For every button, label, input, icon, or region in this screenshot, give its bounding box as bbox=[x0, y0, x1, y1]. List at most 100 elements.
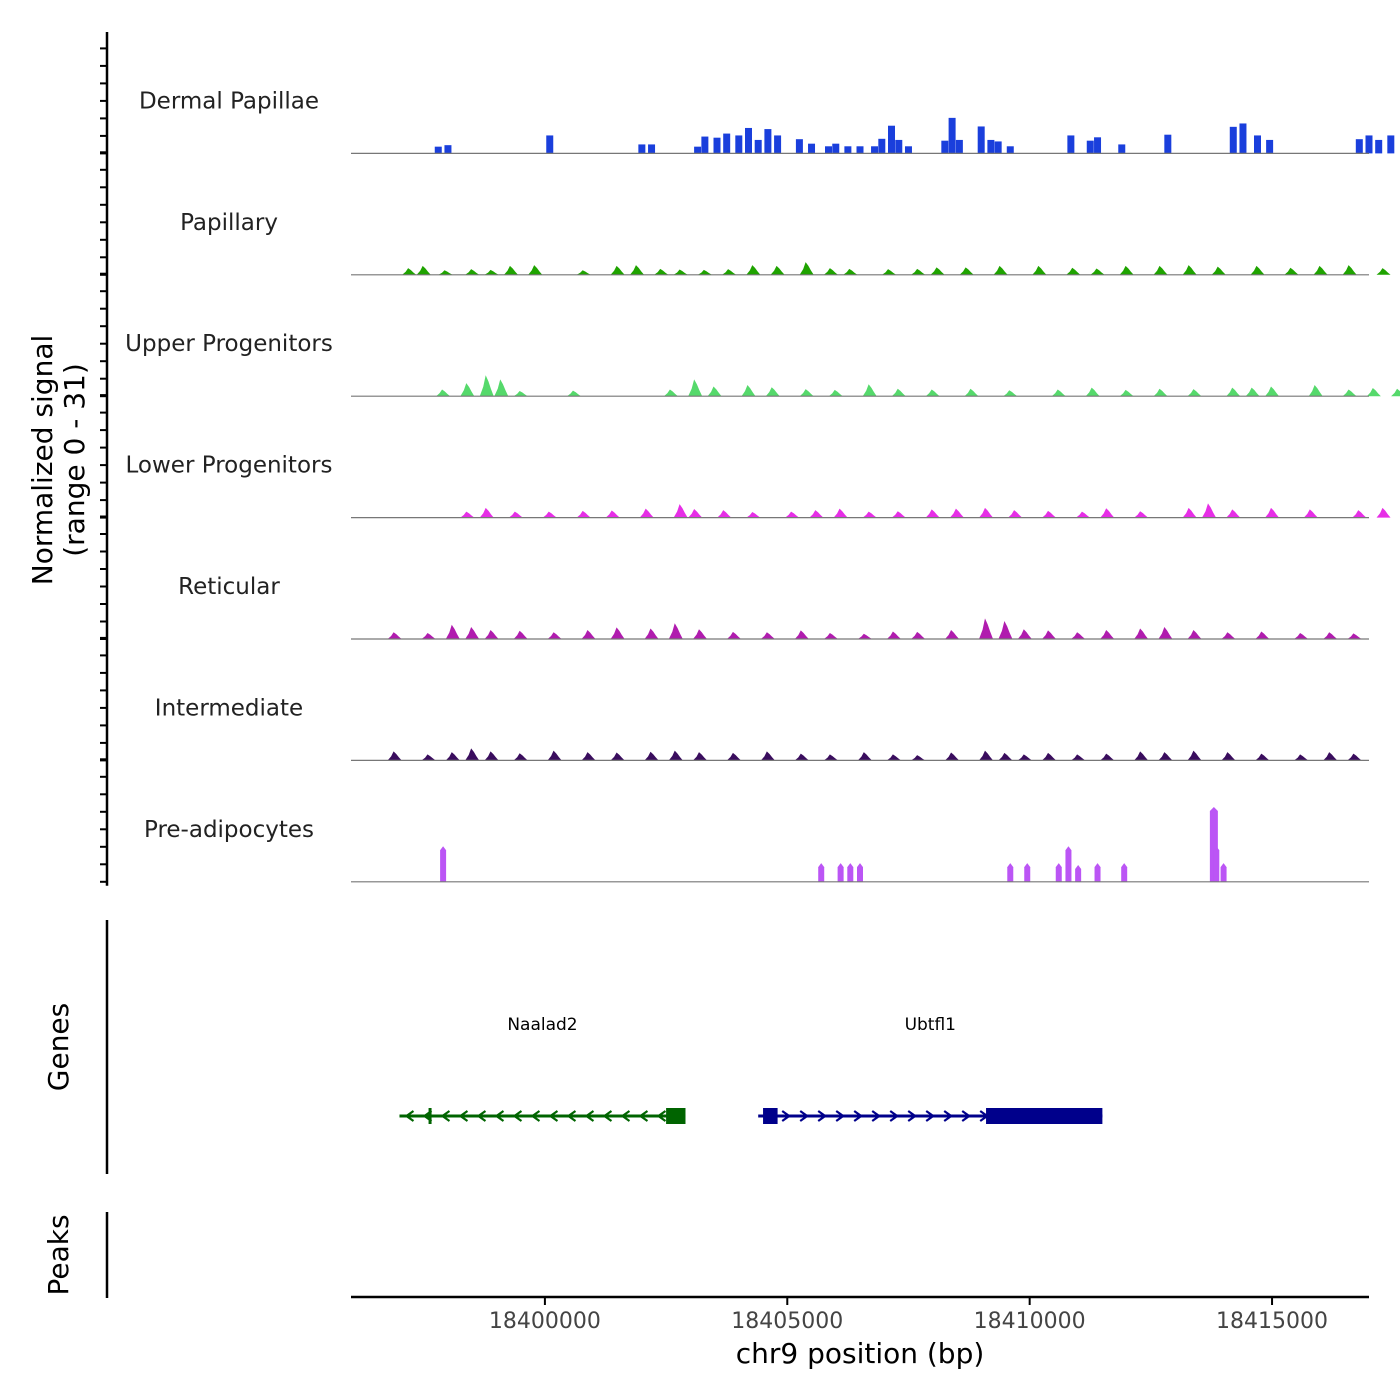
signal-peak bbox=[723, 133, 731, 154]
signal-peak bbox=[794, 753, 809, 761]
signal-peak bbox=[799, 389, 814, 397]
gene-model: Ubtfl1 bbox=[758, 1015, 1103, 1124]
signal-peak bbox=[701, 136, 709, 154]
signal-peak bbox=[693, 629, 708, 639]
signal-peak bbox=[987, 139, 995, 154]
signal-peak bbox=[513, 630, 528, 639]
signal-peak bbox=[857, 752, 872, 761]
signal-peak bbox=[1007, 863, 1014, 882]
strand-arrow bbox=[512, 1110, 523, 1122]
signal-peak bbox=[717, 510, 732, 518]
signal-peak bbox=[1323, 752, 1338, 761]
signal-peak bbox=[945, 630, 960, 639]
signal-peak bbox=[1352, 510, 1367, 518]
signal-peak bbox=[1265, 386, 1280, 397]
signal-peak bbox=[444, 145, 452, 154]
signal-peak bbox=[878, 138, 886, 154]
signal-peak bbox=[1100, 508, 1115, 518]
signal-peak bbox=[438, 270, 453, 275]
x-tick-label: 18410000 bbox=[974, 1309, 1086, 1334]
signal-peak bbox=[1134, 628, 1149, 639]
strand-arrow bbox=[781, 1110, 792, 1122]
signal-peak bbox=[484, 269, 499, 275]
signal-peak bbox=[513, 753, 528, 761]
signal-peak bbox=[1308, 384, 1323, 397]
signal-peak bbox=[1182, 265, 1197, 275]
signal-peak bbox=[1071, 632, 1086, 639]
signal-peak bbox=[638, 144, 646, 154]
signal-peak bbox=[856, 146, 864, 154]
signal-peak bbox=[833, 508, 848, 518]
signal-peak bbox=[1387, 135, 1395, 154]
signal-peak bbox=[648, 144, 656, 154]
signal-peak bbox=[726, 631, 741, 639]
strand-arrow bbox=[620, 1110, 631, 1122]
signal-peak bbox=[823, 268, 838, 275]
signal-peak bbox=[1226, 387, 1241, 397]
signal-y-axis bbox=[100, 32, 109, 886]
signal-peak bbox=[1100, 753, 1115, 761]
signal-tracks bbox=[351, 117, 1400, 883]
signal-peak bbox=[1239, 123, 1247, 154]
signal-peak bbox=[610, 265, 625, 275]
signal-peak bbox=[770, 265, 785, 275]
signal-peak bbox=[1065, 846, 1072, 882]
signal-peak bbox=[1375, 139, 1383, 154]
signal-peak bbox=[844, 146, 852, 154]
signal-peak bbox=[1090, 268, 1105, 275]
signal-peak bbox=[925, 509, 940, 518]
signal-peak bbox=[528, 265, 543, 275]
signal-peak bbox=[941, 140, 949, 154]
signal-peak bbox=[1220, 863, 1227, 882]
track bbox=[351, 503, 1391, 519]
strand-arrow bbox=[548, 1110, 559, 1122]
signal-peak bbox=[445, 624, 460, 639]
signal-peak bbox=[823, 633, 838, 639]
strand-arrow bbox=[961, 1110, 972, 1122]
signal-peak bbox=[1134, 751, 1149, 761]
gene-track: Naalad2 Ubtfl1 bbox=[399, 1015, 1103, 1124]
signal-peak bbox=[1051, 389, 1066, 397]
signal-peak bbox=[809, 510, 824, 518]
signal-peak bbox=[707, 386, 722, 397]
signal-peak bbox=[1094, 137, 1102, 154]
signal-peak bbox=[542, 511, 557, 518]
signal-peak bbox=[1158, 627, 1173, 639]
signal-peak bbox=[760, 751, 775, 761]
strand-arrow bbox=[494, 1110, 505, 1122]
signal-peak bbox=[445, 752, 460, 761]
signal-peak bbox=[837, 863, 844, 882]
signal-peak bbox=[693, 752, 708, 761]
signal-peak bbox=[1347, 753, 1362, 761]
signal-peak bbox=[668, 623, 683, 639]
signal-peak bbox=[785, 511, 800, 518]
signal-peak bbox=[1032, 265, 1047, 275]
signal-peak bbox=[994, 141, 1002, 154]
strand-arrow bbox=[925, 1110, 936, 1122]
signal-peak bbox=[1355, 139, 1363, 154]
strand-arrow bbox=[853, 1110, 864, 1122]
signal-peak bbox=[722, 269, 737, 275]
signal-peak bbox=[484, 630, 499, 639]
signal-peak bbox=[794, 630, 809, 639]
signal-peak bbox=[547, 632, 562, 639]
signal-peak bbox=[460, 511, 475, 518]
peaks-panel-label: Peaks bbox=[42, 1214, 75, 1295]
signal-peak bbox=[663, 389, 678, 397]
signal-peak bbox=[1067, 135, 1075, 154]
signal-peak bbox=[930, 267, 945, 275]
x-axis: 18400000 18405000 18410000 18415000 bbox=[489, 1297, 1328, 1334]
track-label: Papillary bbox=[180, 210, 278, 236]
signal-peak bbox=[1119, 389, 1134, 397]
signal-peak bbox=[484, 751, 499, 761]
signal-peak bbox=[823, 754, 838, 761]
signal-peak bbox=[460, 383, 475, 397]
signal-peak bbox=[1313, 265, 1328, 275]
track-label: Reticular bbox=[178, 574, 280, 600]
signal-peak bbox=[955, 139, 963, 154]
signal-peak bbox=[891, 388, 906, 397]
signal-peak bbox=[673, 504, 688, 518]
signal-peak bbox=[581, 630, 596, 639]
strand-arrow bbox=[835, 1110, 846, 1122]
